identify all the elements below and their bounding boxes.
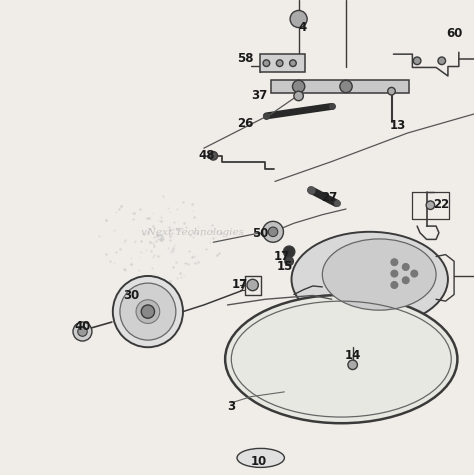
Text: 48: 48 [198, 149, 214, 162]
Circle shape [388, 87, 395, 95]
Text: 27: 27 [321, 191, 337, 204]
Text: 22: 22 [433, 198, 449, 211]
Text: 50: 50 [252, 227, 268, 240]
Text: 10: 10 [251, 455, 267, 468]
Circle shape [263, 60, 270, 66]
Circle shape [426, 201, 435, 209]
Circle shape [391, 270, 398, 277]
Circle shape [411, 270, 418, 277]
Ellipse shape [225, 295, 457, 423]
Circle shape [290, 10, 307, 28]
FancyBboxPatch shape [271, 80, 409, 93]
Circle shape [247, 279, 258, 291]
Circle shape [263, 221, 283, 242]
Circle shape [283, 246, 295, 257]
Text: 17: 17 [232, 278, 248, 292]
Text: 15: 15 [276, 260, 292, 274]
Circle shape [340, 80, 352, 93]
Circle shape [391, 259, 398, 266]
Text: 17: 17 [273, 250, 290, 263]
Circle shape [292, 80, 305, 93]
Circle shape [438, 57, 446, 65]
Circle shape [294, 91, 303, 101]
Circle shape [402, 264, 409, 270]
Text: 14: 14 [345, 349, 361, 362]
Circle shape [141, 305, 155, 318]
Circle shape [268, 227, 278, 237]
Text: 40: 40 [74, 320, 91, 333]
Ellipse shape [113, 276, 183, 347]
Ellipse shape [136, 300, 160, 323]
Circle shape [290, 60, 296, 66]
Circle shape [413, 57, 421, 65]
Text: 30: 30 [124, 289, 140, 302]
Text: 60: 60 [446, 27, 462, 40]
Text: 4: 4 [298, 21, 307, 34]
Text: 13: 13 [390, 119, 406, 132]
Text: vNext Technologies: vNext Technologies [141, 228, 244, 237]
Circle shape [73, 322, 92, 341]
Circle shape [276, 60, 283, 66]
Text: 58: 58 [237, 52, 254, 66]
Circle shape [391, 282, 398, 288]
Circle shape [348, 360, 357, 370]
Ellipse shape [120, 283, 176, 340]
Text: 26: 26 [237, 117, 254, 130]
Ellipse shape [237, 448, 284, 467]
Circle shape [209, 152, 218, 160]
Circle shape [285, 257, 293, 266]
FancyBboxPatch shape [260, 54, 305, 72]
Circle shape [402, 277, 409, 284]
Ellipse shape [322, 239, 436, 310]
Ellipse shape [292, 232, 448, 327]
Circle shape [78, 327, 87, 336]
Text: 3: 3 [227, 400, 236, 413]
Text: 37: 37 [252, 89, 268, 103]
